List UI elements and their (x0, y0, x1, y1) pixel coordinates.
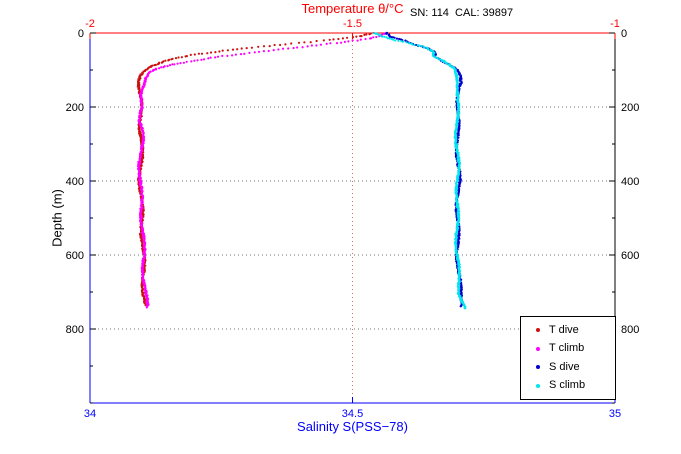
y-axis-label: Depth (m) (49, 189, 65, 247)
legend-label-s-dive: S dive (549, 360, 580, 373)
t-dive-marker-icon (536, 328, 540, 333)
legend-item-s-climb: S climb (521, 380, 615, 391)
t-climb-marker-icon (536, 346, 540, 351)
series-t-dive (136, 31, 375, 307)
legend-label-t-dive: T dive (549, 323, 579, 336)
y-tick-label-right: 0 (621, 28, 627, 40)
y-tick-label-right: 400 (621, 176, 639, 188)
y-tick-label-left: 400 (66, 176, 84, 188)
legend: T dive T climb S dive S climb (520, 316, 616, 400)
legend-label-s-climb: S climb (549, 379, 586, 392)
y-tick-label-left: 600 (66, 250, 84, 262)
bottom-tick-label: 35 (609, 408, 621, 420)
y-tick-label-right: 800 (621, 324, 639, 336)
y-tick-label-right: 200 (621, 102, 639, 114)
bottom-tick-label: 34.5 (342, 408, 363, 420)
legend-item-s-dive: S dive (521, 360, 615, 373)
series-t-climb (137, 32, 387, 309)
serial-cal-annotation: SN: 114 CAL: 39897 (410, 7, 514, 19)
y-tick-label-left: 200 (66, 102, 84, 114)
x-axis-label: Salinity S(PSS−78) (297, 419, 408, 434)
top-tick-label: -1.5 (343, 18, 362, 30)
bottom-tick-label: 34 (84, 408, 96, 420)
y-tick-label-left: 800 (66, 324, 84, 336)
legend-label-t-climb: T climb (549, 342, 585, 355)
s-dive-marker-icon (536, 365, 540, 370)
s-climb-marker-icon (536, 383, 540, 388)
legend-item-t-climb: T climb (521, 343, 615, 354)
y-tick-label-right: 600 (621, 250, 639, 262)
y-tick-label-left: 0 (78, 28, 84, 40)
top-tick-label: -1 (610, 18, 620, 30)
chart-title: Temperature θ/°C (301, 1, 404, 16)
series-s-climb (373, 32, 467, 310)
top-tick-label: -2 (85, 18, 95, 30)
legend-item-t-dive: T dive (521, 323, 615, 336)
series-s-dive (385, 31, 464, 308)
